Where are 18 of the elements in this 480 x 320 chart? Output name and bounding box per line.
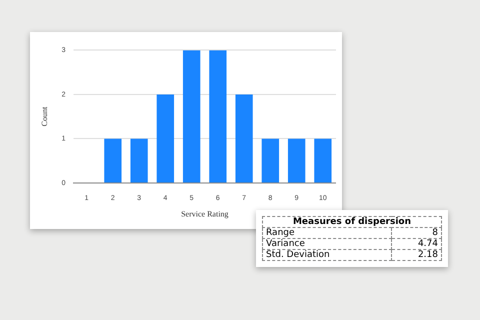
bar bbox=[182, 50, 200, 182]
text: 8 bbox=[392, 228, 442, 238]
bar bbox=[288, 138, 306, 182]
bar bbox=[156, 94, 174, 182]
bar bbox=[130, 138, 148, 182]
text: Measures of dispersion bbox=[262, 216, 442, 228]
text: 2.18 bbox=[392, 250, 442, 260]
x-axis-title: Service Rating bbox=[181, 209, 228, 218]
text: Variance bbox=[262, 238, 392, 250]
bar bbox=[262, 138, 280, 182]
y-axis-title: Count bbox=[40, 106, 49, 126]
bar bbox=[235, 94, 253, 182]
bar bbox=[209, 50, 227, 182]
bar bbox=[104, 138, 122, 182]
text: Range bbox=[262, 228, 392, 238]
text: 4.74 bbox=[392, 238, 442, 250]
bar bbox=[314, 138, 332, 182]
text: Std. Deviation bbox=[262, 250, 392, 260]
